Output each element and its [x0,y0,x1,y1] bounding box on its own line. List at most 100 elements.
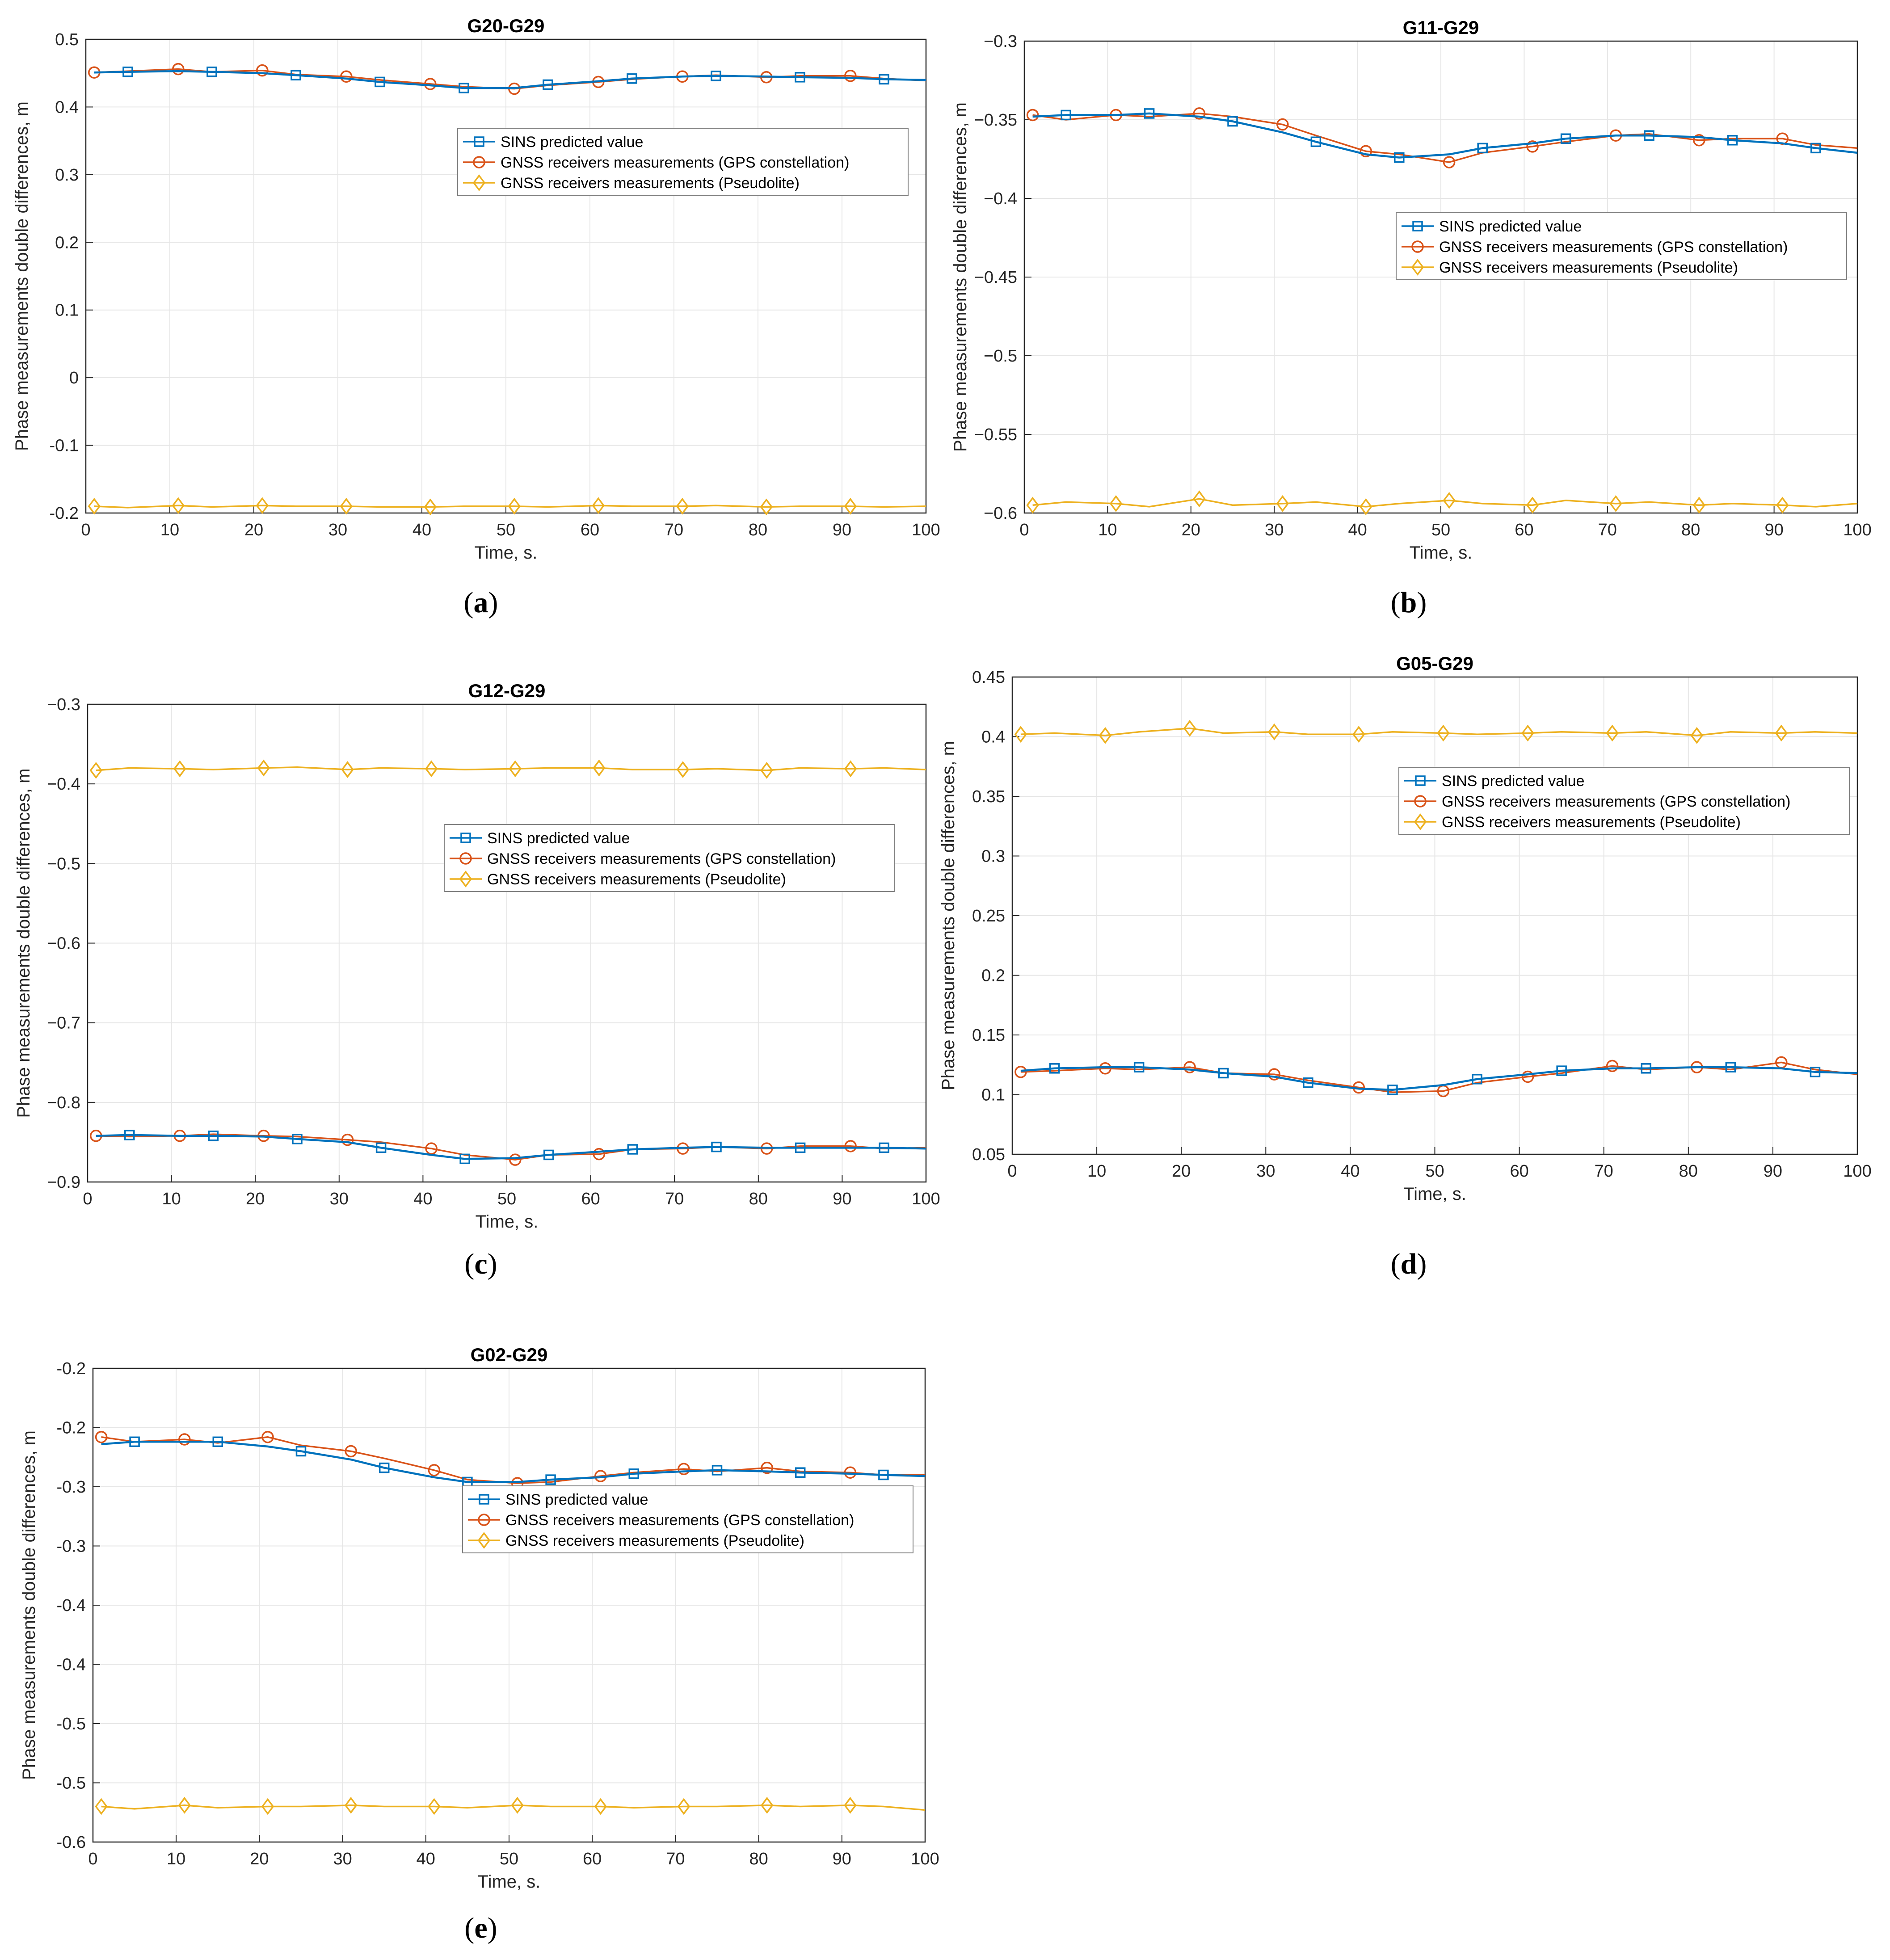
series-line-pseudolite [1020,728,1858,736]
data-point-circle [1360,145,1372,158]
data-point-circle [509,1153,522,1166]
x-tick-label: 10 [1098,521,1117,539]
data-point-square [1227,116,1238,127]
x-tick-label: 40 [413,521,431,539]
series-line-pseudolite [1032,498,1858,508]
legend-label: SINS predicted value [1442,773,1584,790]
data-point-diamond [844,497,857,515]
data-point-diamond [1437,724,1450,742]
data-point-square [711,1141,722,1152]
x-tick-label: 80 [749,1850,768,1868]
y-tick-label: −0.7 [47,1014,80,1033]
data-point-square [627,73,637,84]
data-point-circle [95,1430,108,1443]
y-tick-label: −0.9 [47,1173,80,1192]
x-tick-label: 20 [250,1850,269,1868]
data-point-diamond [88,497,101,515]
legend-marker-circle [459,852,472,865]
data-point-circle [1693,134,1705,147]
x-tick-label: 0 [83,1190,92,1208]
legend-label: GNSS receivers measurements (Pseudolite) [501,175,800,192]
x-tick-label: 60 [1510,1162,1528,1181]
y-tick-label: 0.05 [972,1145,1005,1164]
data-point-diamond [1692,496,1706,514]
data-point-diamond [1521,724,1534,742]
x-tick-label: 100 [1843,1162,1871,1181]
legend-box [462,1485,913,1553]
x-axis-label: Time, s. [478,1872,541,1892]
data-point-diamond [1026,496,1039,514]
x-tick-label: 80 [1679,1162,1698,1181]
y-tick-label: 0.3 [981,847,1005,866]
legend-marker-diamond [477,1532,491,1549]
data-point-diamond [760,761,773,779]
data-point-circle [1014,1066,1027,1078]
x-tick-label: 0 [1007,1162,1017,1181]
panel-caption-letter: c [474,1248,487,1280]
data-point-diamond [676,497,689,515]
legend-label: SINS predicted value [505,1491,648,1508]
y-axis-label: Phase measurements double differences, m [951,102,970,452]
data-point-diamond [261,1798,274,1815]
panel-caption: (a) [464,586,498,619]
legend-marker-square [1412,221,1423,231]
data-point-square [795,1467,806,1478]
axes-frame [1011,676,1858,1155]
data-point-square [124,1130,135,1140]
chart-panel-a: 0 10 20 30 40 50 60 70 80 90 100 -0.2 -0.1 0 0.1 0.2 0.3… [12,15,940,619]
x-axis-label: Time, s. [476,1212,539,1232]
x-tick-label: 70 [665,1190,684,1208]
x-tick-label: 80 [749,521,767,539]
data-point-square [543,1149,554,1161]
data-point-diamond [257,759,270,777]
data-point-circle [172,63,185,76]
legend-label: GNSS receivers measurements (Pseudolite) [487,871,786,888]
axes-frame [92,1367,926,1843]
data-point-diamond [1443,492,1456,509]
data-point-diamond [1606,724,1619,742]
y-tick-label: −0.8 [47,1094,80,1112]
data-point-diamond [508,497,521,515]
x-tick-label: 40 [417,1850,435,1868]
data-point-square [1560,133,1571,144]
data-point-square [711,1465,723,1476]
data-point-square [1049,1063,1060,1074]
data-point-square [878,1469,889,1481]
data-point-circle [345,1445,357,1458]
data-point-diamond [95,1798,108,1815]
data-point-square [1725,1062,1736,1073]
data-point-square [543,79,553,90]
data-point-square [1310,136,1322,147]
data-point-square [1394,152,1405,163]
legend-marker-circle [1411,240,1424,253]
series-line-sins [94,70,926,89]
data-point-circle [678,1463,690,1475]
data-point-square [795,1142,806,1153]
series-line-sins [1032,112,1858,159]
data-point-circle [1276,118,1289,131]
y-tick-label: −0.5 [47,854,80,873]
data-point-circle [340,70,353,83]
series-line-sins [1020,1066,1858,1091]
data-point-circle [1268,1068,1280,1081]
data-point-diamond [1360,498,1372,515]
data-point-circle [761,1461,773,1474]
data-point-circle [178,1433,191,1446]
x-tick-label: 40 [1348,521,1367,539]
data-point-square [129,1436,140,1447]
x-tick-label: 50 [1431,521,1450,539]
y-tick-label: 0.15 [972,1026,1005,1045]
y-tick-label: 0.3 [55,166,79,185]
x-tick-label: 100 [911,1850,939,1868]
y-tick-label: 0.2 [55,233,79,252]
data-point-diamond [1352,726,1365,743]
y-tick-label: -0.6 [57,1833,86,1852]
legend-box [457,128,909,196]
legend-label: GNSS receivers measurements (Pseudolite) [1442,814,1741,831]
y-tick-label: 0.2 [981,967,1005,985]
y-tick-label: 0.25 [972,907,1005,925]
legend: SINS predicted value GNSS receivers measu… [1396,212,1847,280]
data-point-square [1218,1068,1229,1079]
data-point-square [375,1142,387,1153]
